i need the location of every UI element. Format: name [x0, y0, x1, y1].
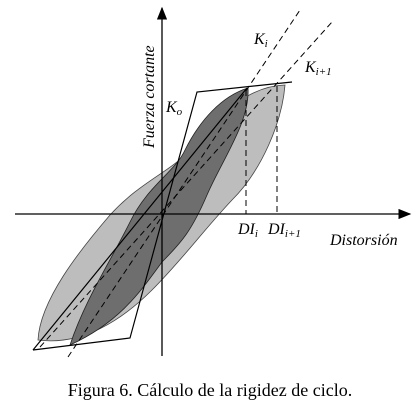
di-i-sub: i [255, 228, 258, 240]
x-axis-label: Distorsión [329, 232, 398, 249]
y-axis-label: Fuerza cortante [141, 45, 158, 149]
inner-loop [69, 87, 249, 346]
ki-sub: i [265, 38, 268, 50]
caption: Figura 6. Cálculo de la rigidez de ciclo… [68, 380, 352, 400]
ki-label: Ki [253, 31, 268, 50]
di-i-label: DIi [237, 221, 258, 240]
ko-main: K [165, 99, 178, 116]
di-i-main: DI [237, 221, 256, 238]
di-i1-sub: i+1 [285, 228, 301, 240]
ki1-label: Ki+1 [304, 59, 332, 78]
ki-main: K [253, 31, 266, 48]
di-i1-main: DI [267, 221, 286, 238]
secant [32, 87, 248, 351]
ko-sub: o [177, 106, 183, 118]
ki1-line [39, 21, 333, 348]
ko-label: Ko [165, 99, 183, 118]
ki1-sub: i+1 [316, 66, 332, 78]
ki1-main: K [304, 59, 317, 76]
di-i1-label: DIi+1 [267, 221, 301, 240]
